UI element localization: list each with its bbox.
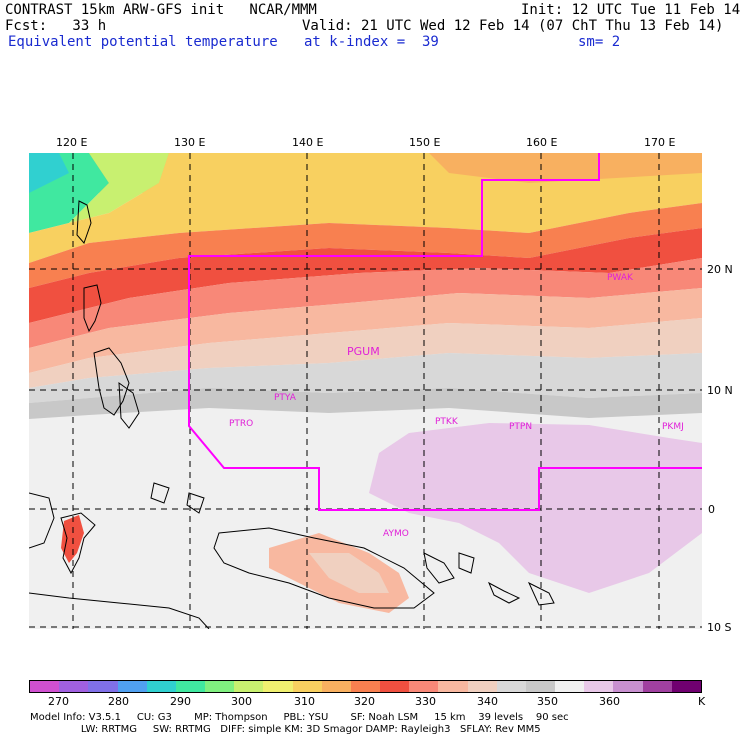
colorbar-swatch: [525, 681, 556, 692]
lon-tick-140: 140 E: [292, 136, 324, 149]
colorbar-label-350: 350: [537, 695, 558, 708]
lon-tick-130: 130 E: [174, 136, 206, 149]
colorbar-swatch: [234, 681, 264, 692]
station-ptpn: PTPN: [509, 422, 533, 432]
colorbar-swatch: [321, 681, 351, 692]
theta-e-field: [29, 153, 702, 629]
lon-tick-170: 170 E: [644, 136, 676, 149]
colorbar-swatch: [292, 681, 322, 692]
colorbar-swatch: [671, 681, 701, 692]
colorbar-swatch: [350, 681, 381, 692]
colorbar-swatch: [263, 681, 293, 692]
station-pkmj: PKMJ: [662, 422, 684, 432]
lat-tick-10n: 10 N: [707, 384, 733, 397]
station-ptya: PTYA: [274, 393, 296, 403]
init-time: Init: 12 UTC Tue 11 Feb 14: [521, 2, 740, 18]
map-panel: PGUM PTYA PTRO PTKK PTPN PKMJ PWAK AYMO: [29, 153, 702, 629]
model-info-line2: LW: RRTMG SW: RRTMG DIFF: simple KM: 3D …: [30, 724, 541, 735]
colorbar-label-270: 270: [48, 695, 69, 708]
station-ptro: PTRO: [229, 419, 254, 429]
forecast-hour: Fcst: 33 h: [5, 18, 107, 34]
colorbar-swatch: [30, 681, 60, 692]
colorbar-swatch: [584, 681, 614, 692]
colorbar-swatch: [496, 681, 526, 692]
colorbar-swatch: [555, 681, 585, 692]
colorbar-label-330: 330: [415, 695, 436, 708]
lat-tick-20n: 20 N: [707, 263, 733, 276]
colorbar-swatch: [175, 681, 206, 692]
colorbar-swatch: [59, 681, 89, 692]
colorbar-unit: K: [698, 695, 706, 708]
field-name: Equivalent potential temperature: [8, 34, 278, 50]
station-aymo: AYMO: [383, 529, 409, 539]
station-pwak: PWAK: [607, 273, 633, 283]
station-pgum: PGUM: [347, 345, 380, 358]
colorbar-swatch: [205, 681, 235, 692]
model-title: CONTRAST 15km ARW-GFS init NCAR/MMM: [5, 2, 317, 18]
model-info-line1: Model Info: V3.5.1 CU: G3 MP: Thompson P…: [30, 712, 569, 723]
smoothing: sm= 2: [578, 34, 621, 50]
lon-tick-120: 120 E: [56, 136, 88, 149]
colorbar: [29, 680, 702, 693]
lon-tick-150: 150 E: [409, 136, 441, 149]
colorbar-swatch: [409, 681, 439, 692]
colorbar-swatch: [117, 681, 147, 692]
lat-tick-10s: 10 S: [707, 621, 732, 634]
colorbar-label-290: 290: [170, 695, 191, 708]
colorbar-swatch: [642, 681, 672, 692]
colorbar-swatch: [88, 681, 118, 692]
colorbar-label-340: 340: [477, 695, 498, 708]
colorbar-swatch: [438, 681, 468, 692]
colorbar-swatch: [467, 681, 497, 692]
colorbar-label-280: 280: [108, 695, 129, 708]
colorbar-label-320: 320: [354, 695, 375, 708]
colorbar-label-310: 310: [294, 695, 315, 708]
colorbar-swatch: [146, 681, 176, 692]
level-index: at k-index = 39: [304, 34, 439, 50]
boundary-line: [188, 153, 702, 511]
colorbar-label-300: 300: [231, 695, 252, 708]
colorbar-swatch: [613, 681, 643, 692]
station-ptkk: PTKK: [435, 417, 458, 427]
colorbar-label-360: 360: [599, 695, 620, 708]
lon-tick-160: 160 E: [526, 136, 558, 149]
colorbar-swatch: [380, 681, 410, 692]
lat-tick-0: 0: [708, 503, 715, 516]
valid-time: Valid: 21 UTC Wed 12 Feb 14 (07 ChT Thu …: [302, 18, 724, 34]
